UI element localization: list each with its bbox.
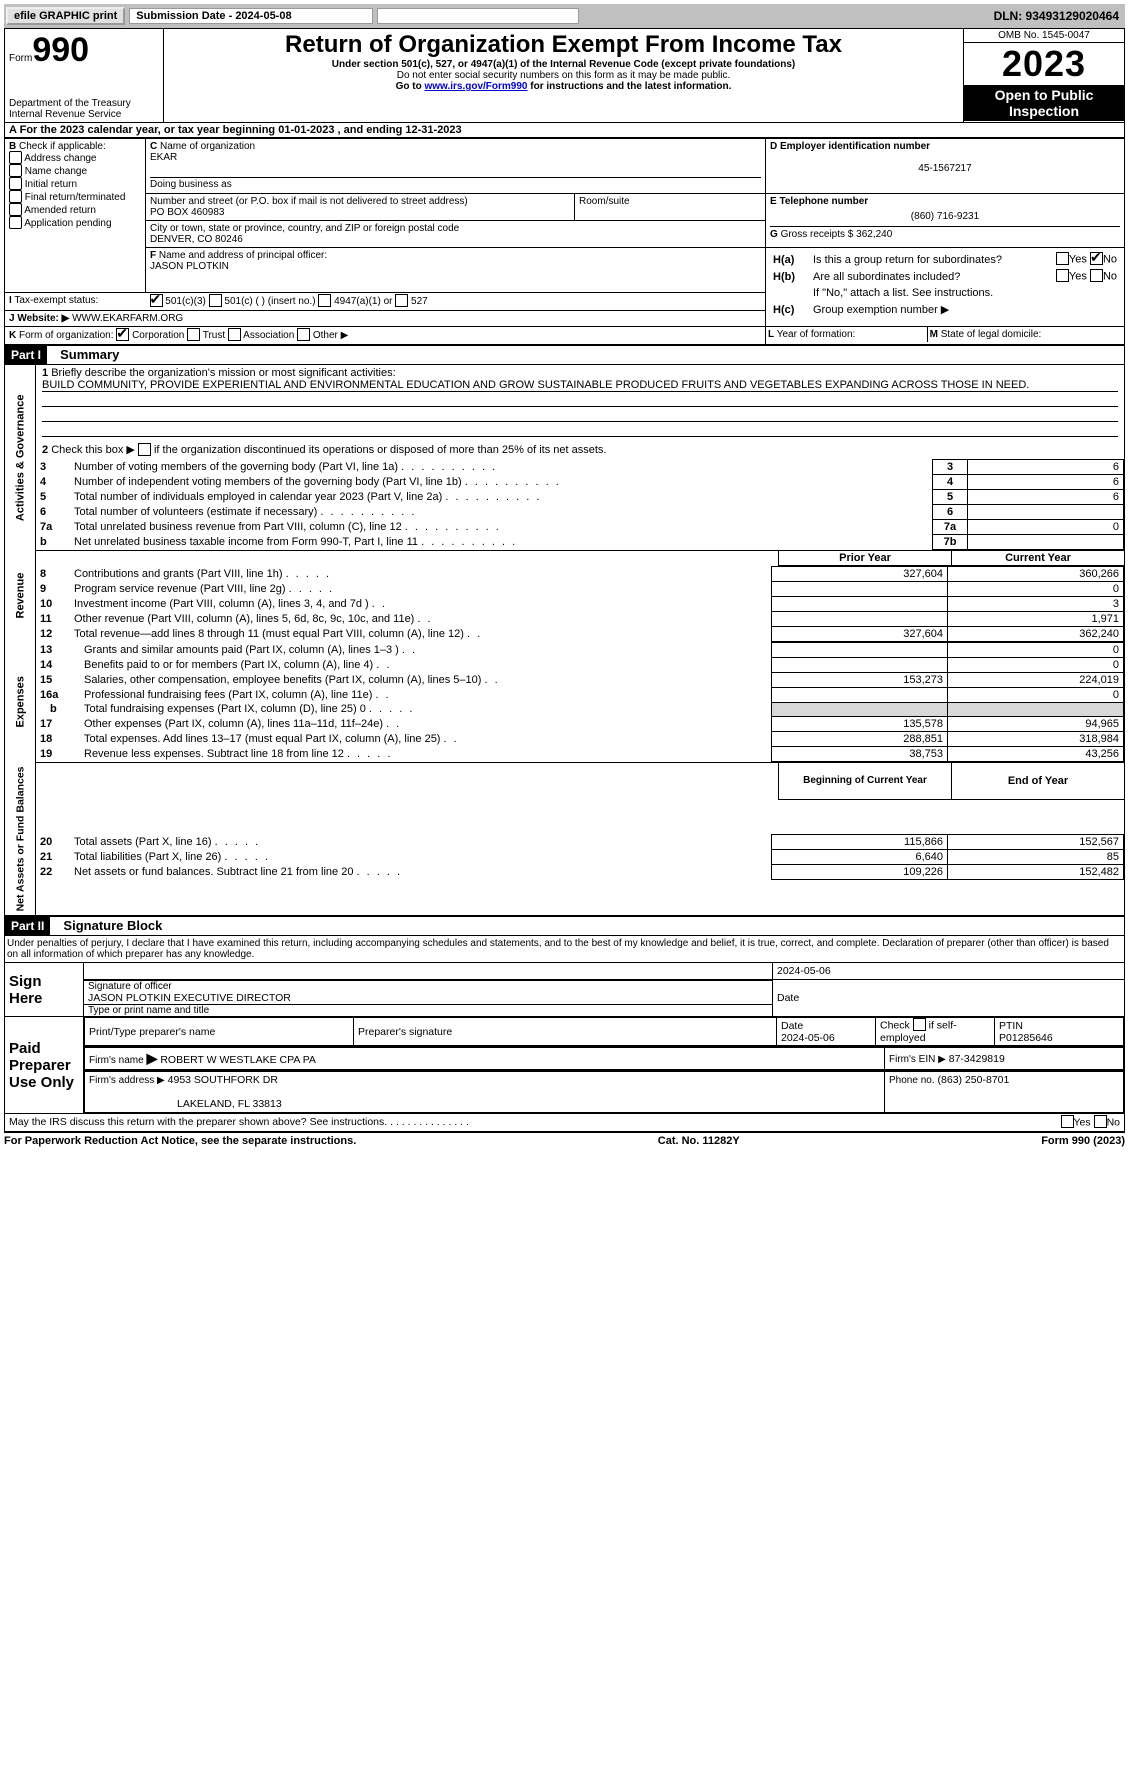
part1-header-row: Part I Summary [4, 345, 1125, 365]
efile-print-button[interactable]: efile GRAPHIC print [6, 7, 125, 25]
check-option: Amended return [9, 204, 141, 217]
summary-line: 11Other revenue (Part VIII, column (A), … [36, 611, 1124, 626]
box-c-street: Number and street (or P.O. box if mail i… [146, 194, 575, 221]
rev-vlabel: Revenue [5, 550, 36, 642]
period-line-a: A For the 2023 calendar year, or tax yea… [4, 123, 1125, 138]
summary-line: 21Total liabilities (Part X, line 26) . … [36, 850, 1124, 865]
summary-line: 22Net assets or fund balances. Subtract … [36, 865, 1124, 880]
part2-title: Signature Block [53, 918, 162, 933]
part1-label: Part I [5, 346, 47, 364]
summary-line: 12Total revenue—add lines 8 through 11 (… [36, 626, 1124, 641]
box-l-m: L Year of formation: M State of legal do… [766, 327, 1125, 345]
box-h: H(a) Is this a group return for subordin… [766, 248, 1125, 327]
summary-line: 20Total assets (Part X, line 16) . . . .… [36, 835, 1124, 850]
info-block: B Check if applicable: Address change Na… [4, 138, 1125, 345]
box-e-g: E Telephone number (860) 716-9231 G Gros… [766, 194, 1125, 248]
form-number: Form990 [9, 31, 159, 70]
summary-line: 4Number of independent voting members of… [36, 474, 1124, 489]
part2-header-row: Part II Signature Block [4, 916, 1125, 936]
box-f: F Name and address of principal officer:… [146, 248, 766, 293]
box-i-options: 501(c)(3) 501(c) ( ) (insert no.) 4947(a… [146, 293, 766, 311]
exp-vlabel: Expenses [5, 642, 36, 763]
dln-number: DLN: 93493129020464 [994, 9, 1123, 23]
summary-line: 15Salaries, other compensation, employee… [36, 672, 1124, 687]
part1-body: Activities & Governance 1 Briefly descri… [4, 365, 1125, 916]
box-i-label: I Tax-exempt status: [5, 293, 146, 311]
prior-year-hdr: Prior Year [779, 550, 952, 565]
part1-title: Summary [50, 347, 119, 362]
check-option: Initial return [9, 178, 141, 191]
summary-line: bNet unrelated business taxable income f… [36, 534, 1124, 549]
box-b: B Check if applicable: Address change Na… [5, 139, 146, 293]
mission-text: BUILD COMMUNITY, PROVIDE EXPERIENTIAL AN… [42, 379, 1118, 392]
gov-vlabel: Activities & Governance [5, 365, 36, 550]
summary-line: 17Other expenses (Part IX, column (A), l… [36, 716, 1124, 731]
paid-preparer-label: Paid Preparer Use Only [5, 1017, 84, 1114]
check-option: Application pending [9, 217, 141, 230]
page-footer: For Paperwork Reduction Act Notice, see … [4, 1132, 1125, 1147]
summary-line: 6Total number of volunteers (estimate if… [36, 504, 1124, 519]
summary-line: 8Contributions and grants (Part VIII, li… [36, 566, 1124, 581]
summary-line: 3Number of voting members of the governi… [36, 459, 1124, 474]
summary-line: 9Program service revenue (Part VIII, lin… [36, 581, 1124, 596]
check-option: Address change [9, 152, 141, 165]
box-c-room: Room/suite [575, 194, 766, 221]
summary-line: 19Revenue less expenses. Subtract line 1… [36, 746, 1124, 761]
summary-line: 5Total number of individuals employed in… [36, 489, 1124, 504]
begin-year-hdr: Beginning of Current Year [779, 762, 952, 799]
form-subtitle: Under section 501(c), 527, or 4947(a)(1)… [168, 59, 959, 70]
blank-field [377, 8, 579, 24]
box-c-city: City or town, state or province, country… [146, 221, 766, 248]
dept-treasury: Department of the Treasury Internal Reve… [9, 98, 159, 120]
summary-line: 18Total expenses. Add lines 13–17 (must … [36, 731, 1124, 746]
sign-here-label: Sign Here [5, 963, 84, 1017]
summary-line: 10Investment income (Part VIII, column (… [36, 596, 1124, 611]
summary-line: 7aTotal unrelated business revenue from … [36, 519, 1124, 534]
box-c-name: C Name of organization EKAR Doing busine… [146, 139, 766, 194]
form-header-table: Form990 Department of the Treasury Inter… [4, 28, 1125, 123]
irs-link[interactable]: www.irs.gov/Form990 [424, 81, 527, 92]
current-year-hdr: Current Year [952, 550, 1125, 565]
perjury-text: Under penalties of perjury, I declare th… [4, 936, 1125, 962]
ssn-warning: Do not enter social security numbers on … [168, 70, 959, 81]
net-vlabel: Net Assets or Fund Balances [5, 762, 36, 915]
submission-date: Submission Date - 2024-05-08 [129, 8, 372, 24]
omb-number: OMB No. 1545-0047 [964, 29, 1124, 43]
box-d-ein: D Employer identification number 45-1567… [766, 139, 1125, 194]
box-k: K Form of organization: Corporation Trus… [5, 327, 766, 345]
summary-line: bTotal fundraising expenses (Part IX, co… [36, 702, 1124, 716]
end-year-hdr: End of Year [952, 762, 1125, 799]
tax-year: 2023 [964, 43, 1124, 85]
efile-top-bar: efile GRAPHIC print Submission Date - 20… [4, 4, 1125, 28]
check-option: Name change [9, 165, 141, 178]
form-title: Return of Organization Exempt From Incom… [168, 31, 959, 59]
goto-line: Go to www.irs.gov/Form990 for instructio… [168, 81, 959, 92]
signature-table: Sign Here 2024-05-06 Signature of office… [4, 962, 1125, 1132]
open-to-public: Open to Public Inspection [964, 85, 1124, 121]
summary-line: 14Benefits paid to or for members (Part … [36, 657, 1124, 672]
part2-label: Part II [5, 917, 50, 935]
summary-line: 13Grants and similar amounts paid (Part … [36, 642, 1124, 657]
check-option: Final return/terminated [9, 191, 141, 204]
summary-line: 16aProfessional fundraising fees (Part I… [36, 687, 1124, 702]
